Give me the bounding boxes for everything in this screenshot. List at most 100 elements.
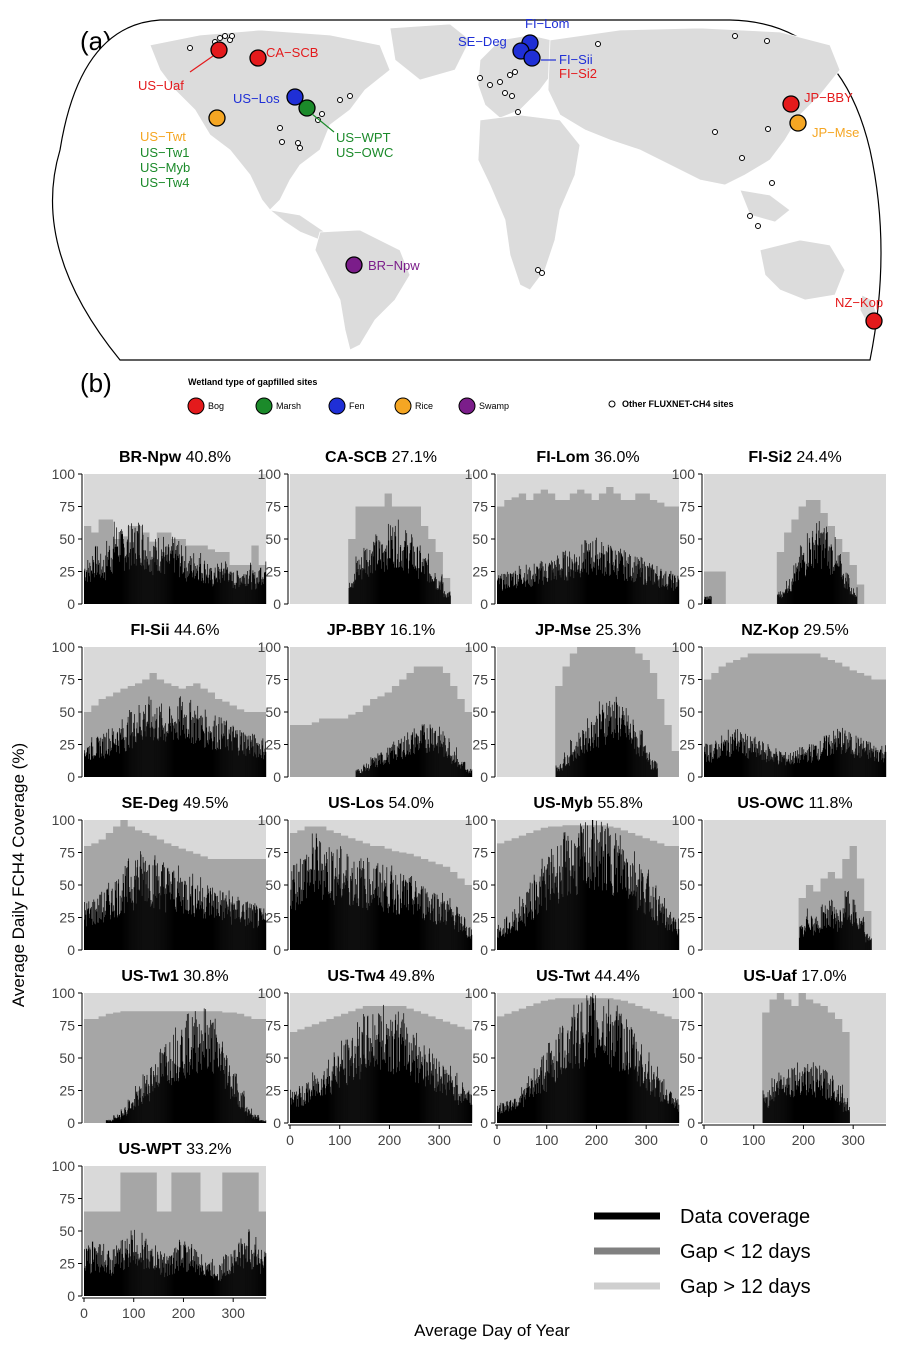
data-coverage-bar — [646, 878, 648, 950]
data-coverage-bar — [829, 926, 831, 950]
data-coverage-bar — [259, 908, 260, 950]
data-coverage-bar — [600, 729, 602, 777]
data-coverage-bar — [847, 573, 848, 604]
data-coverage-bar — [850, 591, 851, 604]
data-coverage-bar — [707, 598, 709, 604]
data-coverage-bar — [104, 580, 106, 604]
data-coverage-bar — [639, 905, 641, 950]
data-coverage-bar — [396, 567, 398, 604]
data-coverage-bar — [593, 833, 595, 950]
data-coverage-bar — [544, 1078, 545, 1123]
data-coverage-bar — [437, 899, 438, 950]
data-coverage-bar — [732, 734, 734, 777]
data-coverage-bar — [184, 717, 186, 777]
data-coverage-bar — [228, 750, 229, 777]
data-coverage-bar — [807, 925, 809, 950]
data-coverage-bar — [677, 1109, 678, 1123]
data-coverage-bar — [88, 918, 90, 950]
data-coverage-bar — [604, 554, 606, 604]
data-coverage-bar — [198, 1061, 200, 1123]
data-coverage-bar — [875, 750, 876, 777]
data-coverage-bar — [296, 863, 298, 950]
data-coverage-bar — [567, 556, 568, 604]
data-coverage-bar — [180, 735, 182, 777]
data-coverage-bar — [138, 555, 140, 604]
data-coverage-bar — [843, 745, 844, 777]
data-coverage-bar — [94, 546, 96, 604]
data-coverage-bar — [830, 746, 832, 777]
y-tick-label: 25 — [265, 1083, 281, 1099]
data-coverage-bar — [463, 1089, 464, 1123]
data-coverage-bar — [331, 851, 332, 950]
data-coverage-bar — [811, 757, 813, 777]
data-coverage-bar — [469, 936, 470, 950]
data-coverage-bar — [375, 1039, 377, 1123]
data-coverage-bar — [718, 744, 720, 777]
data-coverage-bar — [779, 761, 781, 777]
data-coverage-bar — [532, 1079, 534, 1123]
data-coverage-bar — [108, 1119, 110, 1123]
data-coverage-bar — [551, 570, 553, 604]
panel-b-label: (b) — [80, 368, 112, 398]
data-coverage-bar — [604, 1053, 606, 1123]
data-coverage-bar — [525, 1099, 527, 1123]
data-coverage-bar — [798, 580, 800, 604]
data-coverage-bar — [257, 744, 258, 777]
data-coverage-bar — [256, 577, 257, 604]
data-coverage-bar — [542, 566, 544, 604]
data-coverage-bar — [782, 756, 783, 777]
gapfilled-site-markers — [208, 34, 883, 330]
data-coverage-bar — [358, 559, 360, 604]
data-coverage-bar — [167, 867, 169, 950]
data-coverage-bar — [394, 898, 396, 950]
data-coverage-bar — [192, 1069, 194, 1123]
data-coverage-bar — [100, 894, 102, 950]
data-coverage-bar — [111, 890, 113, 950]
data-coverage-bar — [664, 573, 666, 604]
data-coverage-bar — [802, 936, 804, 950]
data-coverage-bar — [611, 704, 613, 777]
data-coverage-bar — [321, 1078, 323, 1123]
data-coverage-bar — [817, 563, 819, 604]
data-coverage-bar — [96, 922, 98, 950]
data-coverage-bar — [858, 752, 860, 777]
data-coverage-bar — [412, 914, 414, 950]
data-coverage-bar — [418, 748, 420, 777]
data-coverage-bar — [429, 920, 431, 950]
data-coverage-bar — [432, 579, 433, 604]
data-coverage-bar — [254, 903, 256, 950]
data-coverage-bar — [447, 748, 449, 777]
data-coverage-bar — [657, 1079, 659, 1123]
data-coverage-bar — [519, 1097, 521, 1123]
data-coverage-bar — [667, 589, 669, 604]
data-coverage-bar — [505, 574, 507, 604]
data-coverage-bar — [830, 914, 832, 950]
data-coverage-bar — [167, 1075, 169, 1123]
data-coverage-bar — [841, 921, 842, 950]
data-coverage-bar — [581, 832, 583, 950]
data-coverage-bar — [617, 845, 619, 950]
data-coverage-bar — [263, 751, 265, 777]
data-coverage-bar — [210, 1038, 212, 1123]
data-coverage-bar — [537, 912, 539, 950]
data-coverage-bar — [147, 1094, 148, 1123]
data-coverage-bar — [235, 909, 237, 950]
data-coverage-bar — [138, 889, 140, 950]
data-coverage-bar — [810, 915, 812, 950]
data-coverage-bar — [531, 585, 533, 604]
data-coverage-bar — [420, 889, 422, 950]
data-coverage-bar — [348, 1047, 350, 1123]
data-coverage-bar — [637, 1051, 639, 1123]
data-coverage-bar — [538, 1077, 539, 1123]
data-coverage-bar — [169, 1042, 171, 1123]
data-coverage-bar — [362, 570, 364, 604]
data-coverage-bar — [508, 929, 510, 950]
data-coverage-bar — [824, 548, 826, 604]
data-coverage-bar — [411, 734, 413, 777]
data-coverage-bar — [265, 751, 267, 777]
data-coverage-bar — [500, 935, 502, 950]
data-coverage-bar — [95, 908, 97, 950]
data-coverage-bar — [620, 728, 622, 777]
data-coverage-bar — [454, 925, 456, 950]
data-coverage-bar — [852, 595, 854, 604]
